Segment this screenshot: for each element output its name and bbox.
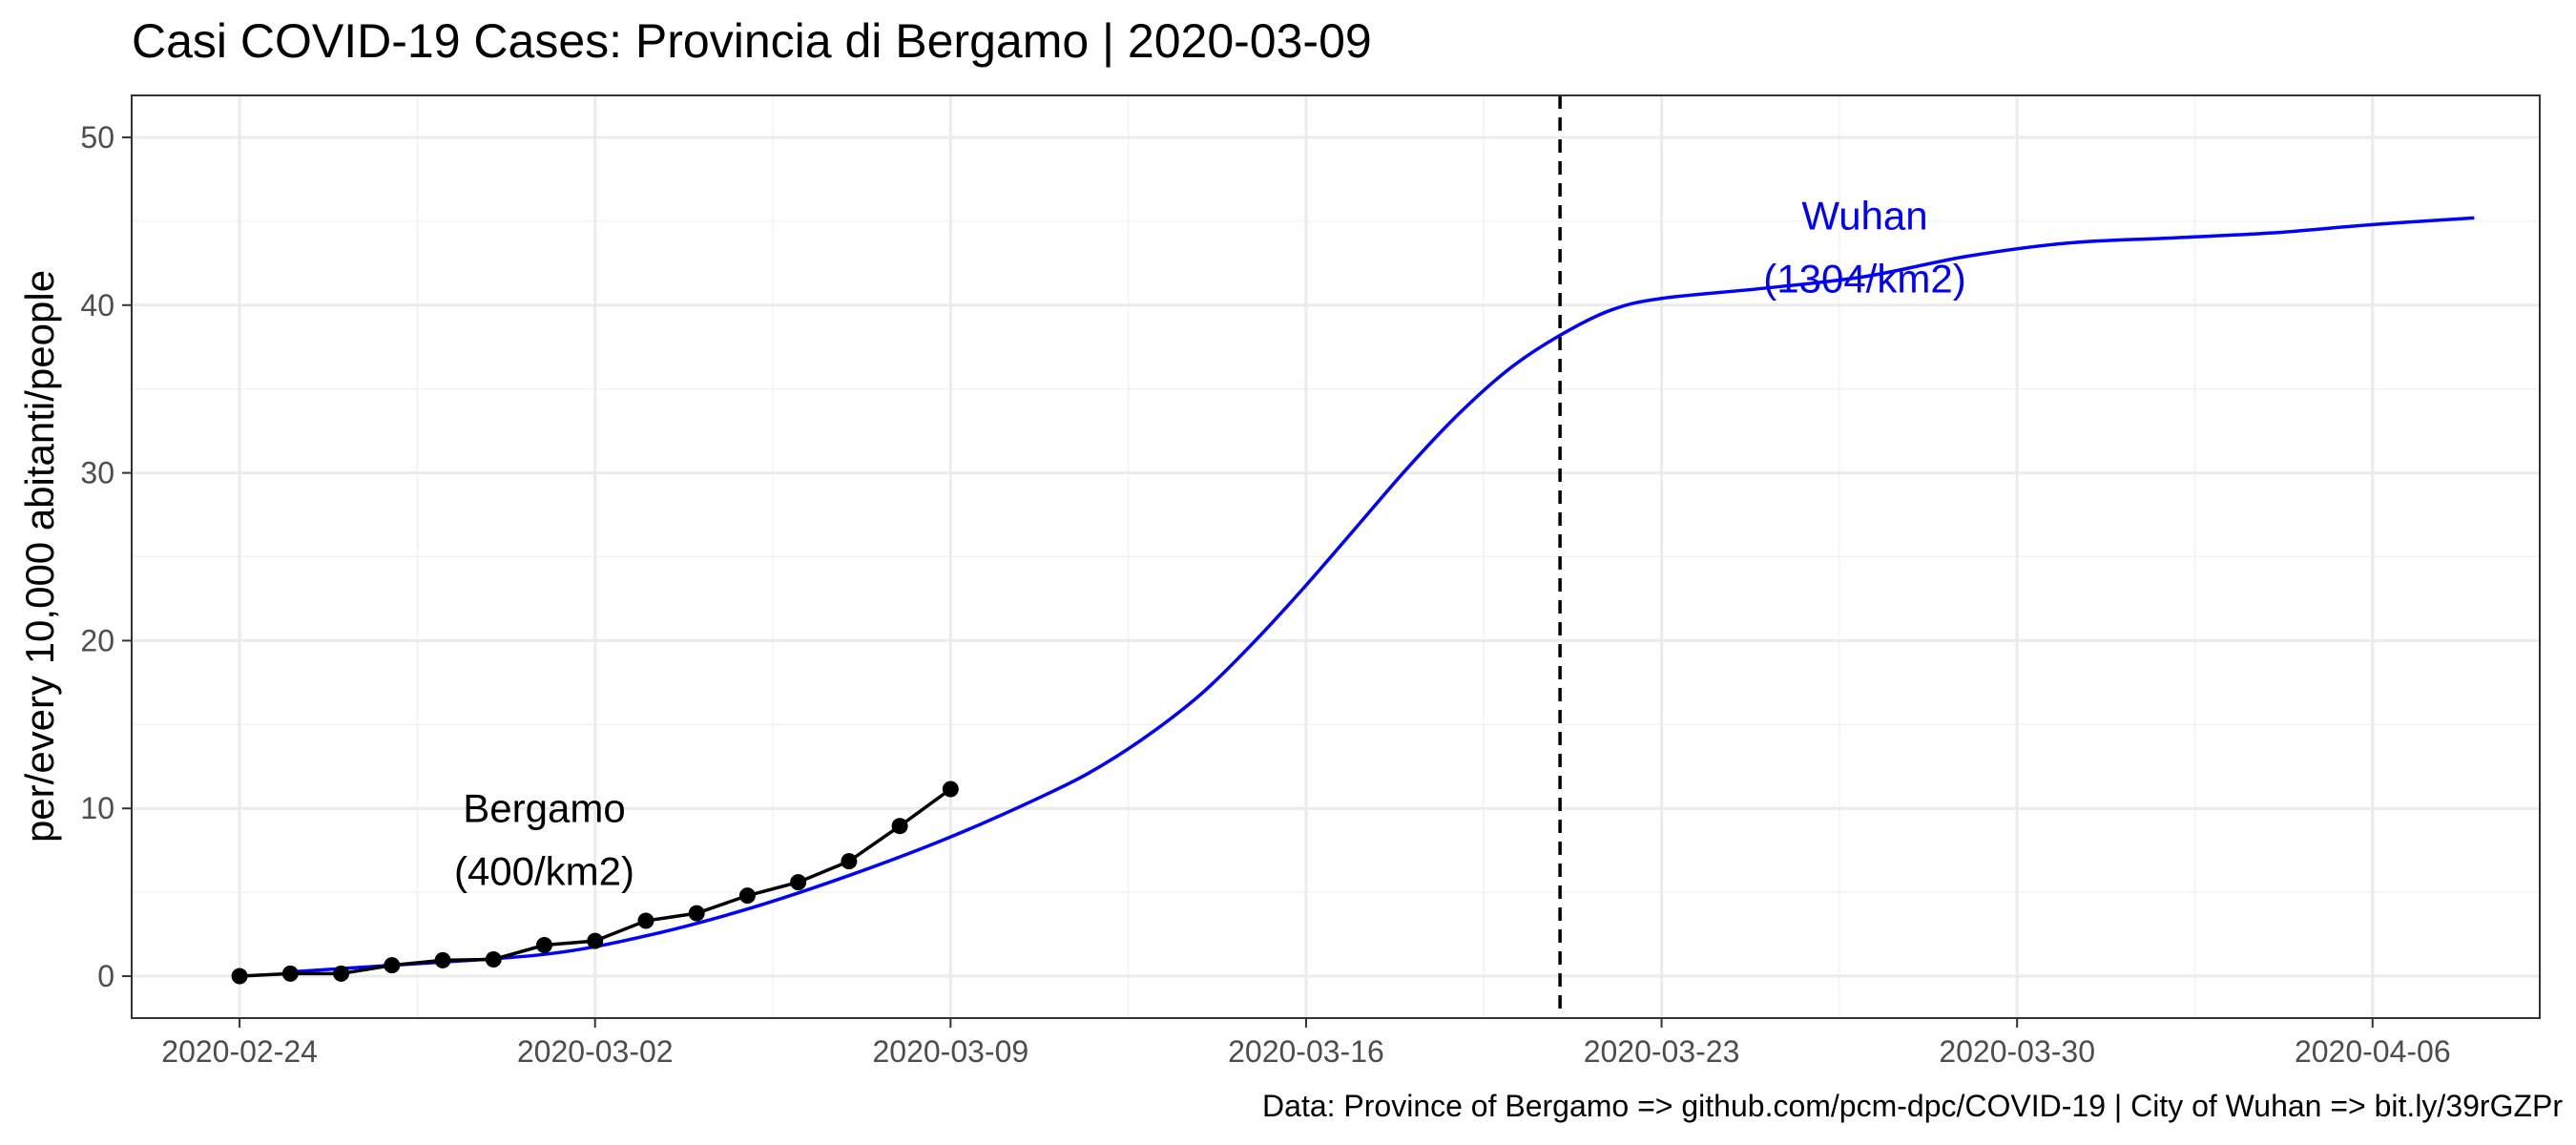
data-point-bergamo [231,968,248,985]
x-tick-label: 2020-03-09 [872,1034,1028,1069]
minor-gridlines [132,95,2540,1018]
data-point-bergamo [841,853,858,870]
y-tick-label: 10 [80,791,114,825]
data-point-bergamo [281,965,299,982]
x-tick-label: 2020-03-23 [1584,1034,1740,1069]
data-point-bergamo [637,912,654,929]
data-point-bergamo [535,937,552,954]
x-axis: 2020-02-24 2020-03-02 2020-03-09 2020-03-16… [161,1018,2451,1069]
annotation-label: Bergamo (400/km2) [454,785,634,893]
data-point-bergamo [384,957,401,974]
series-layer [231,216,2475,985]
data-point-bergamo [688,905,705,922]
annotations: Bergamo (400/km2) Wuhan (1304/km2) [454,194,1966,894]
y-tick-label: 20 [80,623,114,657]
y-tick-label: 50 [80,120,114,155]
y-tick-label: 40 [80,288,114,323]
y-tick-label: 30 [80,456,114,490]
data-point-bergamo [790,874,807,891]
x-tick-label: 2020-03-16 [1228,1034,1384,1069]
x-tick-label: 2020-02-24 [161,1034,318,1069]
data-point-bergamo [434,951,451,968]
data-source-caption: Data: Province of Bergamo => github.com/… [1262,1089,2563,1123]
data-point-bergamo [738,887,756,905]
x-tick-label: 2020-04-06 [2295,1034,2451,1069]
y-tick-label: 0 [97,959,114,993]
y-axis: 0 10 20 30 40 50 [80,120,132,993]
data-point-bergamo [333,965,350,982]
annotation-line: Wuhan [1801,194,1927,239]
annotation-line: Bergamo [463,785,625,830]
data-point-bergamo [485,950,502,968]
annotation-label: Wuhan (1304/km2) [1763,194,1965,302]
major-gridlines [132,95,2540,1018]
annotation-line: (400/km2) [454,848,634,893]
x-tick-label: 2020-03-02 [517,1034,674,1069]
x-tick-label: 2020-03-30 [1939,1034,2095,1069]
data-point-bergamo [587,932,604,949]
chart-title: Casi COVID-19 Cases: Provincia di Bergam… [132,14,1372,68]
series-line-wuhan [290,216,2475,974]
y-axis-label: per/every 10,000 abitanti/people [17,270,62,843]
annotation-line: (1304/km2) [1763,257,1965,302]
data-point-bergamo [942,781,959,798]
data-point-bergamo [891,818,908,835]
plot-panel-border [131,94,2541,1019]
